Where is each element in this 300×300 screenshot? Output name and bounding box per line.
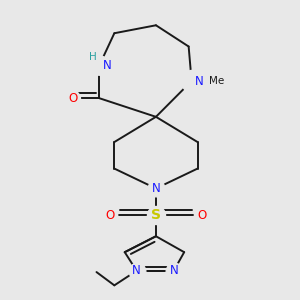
Text: N: N <box>152 182 160 195</box>
Text: S: S <box>151 208 161 222</box>
Text: O: O <box>197 208 207 221</box>
Text: Me: Me <box>209 76 225 86</box>
Text: N: N <box>169 264 178 277</box>
Text: N: N <box>195 74 203 88</box>
Text: N: N <box>132 264 141 277</box>
Text: H: H <box>89 52 97 62</box>
Text: O: O <box>68 92 77 105</box>
Text: O: O <box>105 208 115 221</box>
Text: N: N <box>103 58 111 72</box>
